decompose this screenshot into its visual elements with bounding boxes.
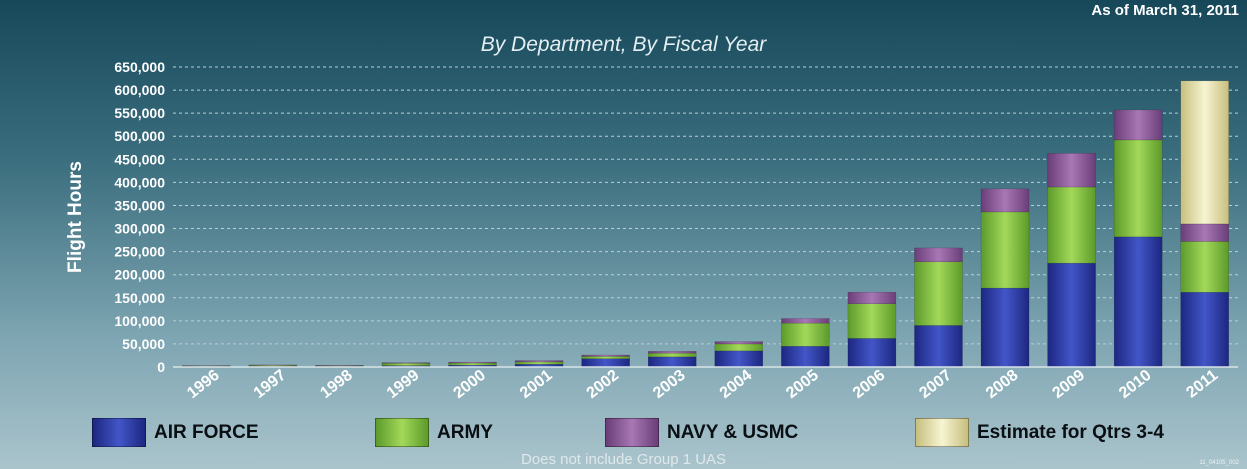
- y-tick-label: 650,000: [114, 59, 165, 75]
- bar-segment: [582, 359, 630, 367]
- x-tick-label: 2002: [584, 367, 623, 402]
- bar-segment: [1181, 224, 1229, 242]
- x-tick-label: 2003: [650, 367, 689, 402]
- bar-segment: [848, 338, 896, 367]
- bar-segment: [582, 355, 630, 356]
- legend-swatch-army: [375, 418, 429, 447]
- legend-swatch-estimate: [915, 418, 969, 447]
- bar-segment: [582, 356, 630, 358]
- bar-segment: [1048, 263, 1096, 367]
- legend-label-navy-usmc: NAVY & USMC: [667, 422, 798, 444]
- bar-segment: [1114, 110, 1162, 140]
- bar-segment: [182, 366, 230, 367]
- y-tick-label: 50,000: [122, 336, 165, 352]
- document-reference: 11_04105_002: [1199, 460, 1239, 466]
- legend-label-air-force: AIR FORCE: [154, 422, 259, 444]
- bar-segment: [981, 189, 1029, 212]
- bar-segment: [715, 342, 763, 344]
- bar-segment: [1181, 81, 1229, 224]
- bar-segment: [1181, 292, 1229, 367]
- y-tick-label: 150,000: [114, 290, 165, 306]
- x-tick-label: 2009: [1050, 367, 1089, 402]
- y-tick-label: 350,000: [114, 197, 165, 213]
- legend-swatch-navy-usmc: [605, 418, 659, 447]
- bar-segment: [914, 248, 962, 262]
- bar-segment: [449, 362, 497, 363]
- x-tick-label: 2000: [450, 367, 489, 402]
- y-tick-label: 300,000: [114, 221, 165, 237]
- bar-segment: [781, 319, 829, 324]
- legend-label-army: ARMY: [437, 422, 493, 444]
- x-tick-label: 2001: [517, 367, 556, 402]
- bar-segment: [1114, 140, 1162, 237]
- y-tick-label: 600,000: [114, 82, 165, 98]
- x-tick-label: 2007: [916, 367, 955, 402]
- x-tick-label: 2010: [1116, 367, 1155, 402]
- bar-segment: [515, 361, 563, 362]
- legend: AIR FORCE ARMY NAVY & USMC Estimate for …: [0, 415, 1247, 449]
- x-tick-label: 2006: [850, 367, 889, 402]
- bar-segment: [848, 292, 896, 304]
- bar-segment: [648, 357, 696, 367]
- bar-segment: [781, 346, 829, 367]
- bar-segment: [1048, 153, 1096, 187]
- bar-segment: [648, 353, 696, 357]
- y-tick-label: 250,000: [114, 244, 165, 260]
- y-tick-label: 500,000: [114, 128, 165, 144]
- y-axis-title: Flight Hours: [65, 161, 86, 273]
- bar-segment: [981, 212, 1029, 288]
- x-tick-label: 2011: [1183, 367, 1221, 402]
- y-tick-label: 450,000: [114, 151, 165, 167]
- bar-segment: [848, 304, 896, 339]
- y-tick-label: 550,000: [114, 105, 165, 121]
- bar-segment: [715, 351, 763, 367]
- bar-segment: [648, 351, 696, 353]
- bar-segment: [1114, 237, 1162, 367]
- x-tick-label: 2008: [983, 367, 1022, 402]
- bar-segment: [382, 363, 430, 365]
- bar-segment: [315, 365, 363, 366]
- x-tick-label: 1999: [384, 367, 423, 402]
- y-tick-label: 400,000: [114, 174, 165, 190]
- bar-segment: [781, 323, 829, 346]
- x-tick-label: 1997: [251, 367, 290, 402]
- bar-segment: [981, 288, 1029, 367]
- bar-segment: [715, 344, 763, 351]
- bar-segment: [382, 363, 430, 364]
- legend-label-estimate: Estimate for Qtrs 3-4: [977, 422, 1164, 444]
- bar-segment: [515, 362, 563, 364]
- y-tick-label: 100,000: [114, 313, 165, 329]
- y-tick-label: 0: [157, 359, 165, 375]
- x-tick-label: 1998: [317, 367, 356, 402]
- bar-segment: [1048, 187, 1096, 263]
- legend-swatch-air-force: [92, 418, 146, 447]
- bar-segment: [449, 363, 497, 365]
- bar-segment: [249, 365, 297, 366]
- bar-segment: [914, 325, 962, 367]
- footnote: Does not include Group 1 UAS: [0, 451, 1247, 468]
- y-tick-label: 200,000: [114, 267, 165, 283]
- bar-segment: [914, 262, 962, 326]
- x-tick-label: 1996: [184, 367, 223, 402]
- x-tick-label: 2004: [717, 367, 756, 402]
- x-tick-label: 2005: [783, 367, 822, 402]
- bar-segment: [1181, 241, 1229, 292]
